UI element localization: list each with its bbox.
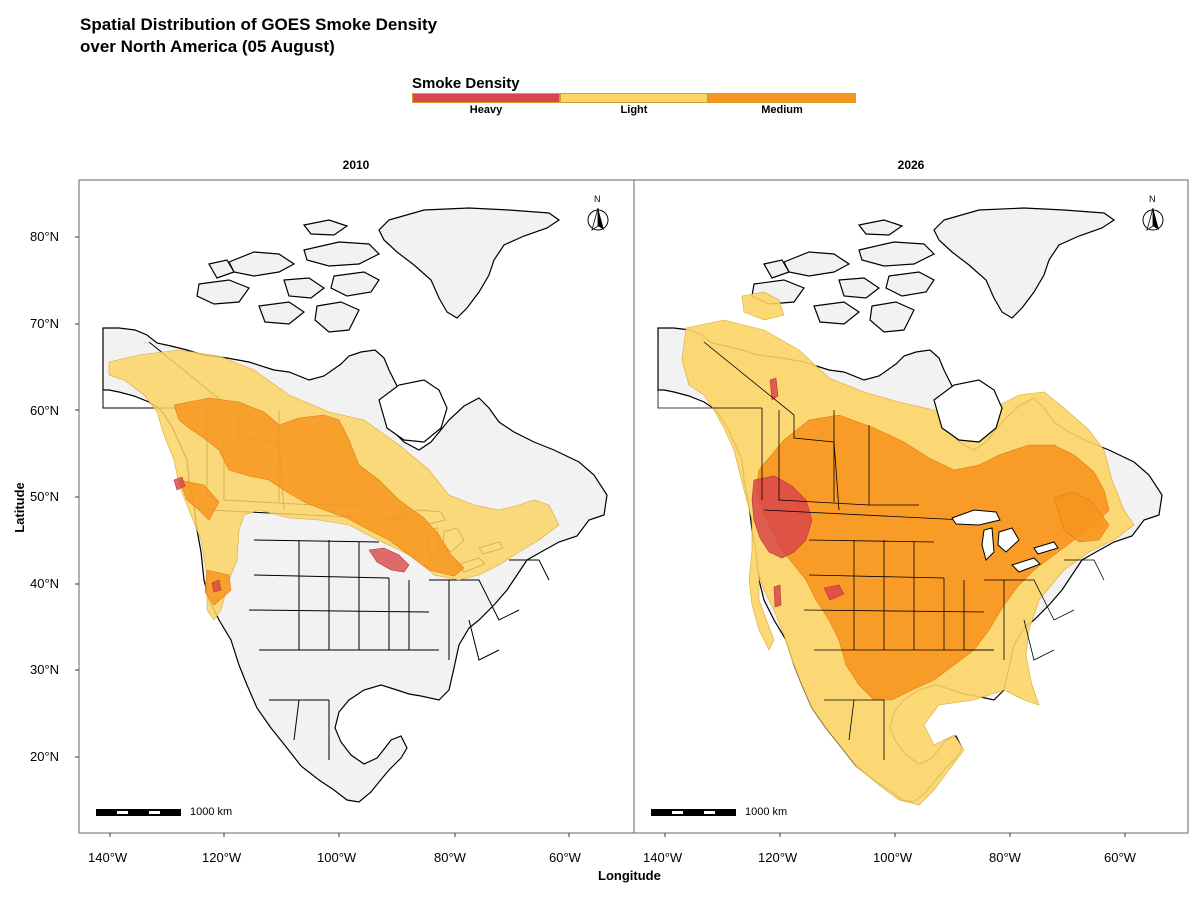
panel-title-2026: 2026 bbox=[897, 158, 925, 172]
legend-title: Smoke Density bbox=[412, 75, 520, 92]
title-line-1: Spatial Distribution of GOES Smoke Densi… bbox=[80, 15, 438, 34]
great-lakes-2010 bbox=[396, 509, 504, 573]
legend-key-heavy bbox=[412, 93, 560, 103]
admin-borders-2026 bbox=[657, 328, 1105, 760]
smoke-medium-2026 bbox=[755, 414, 1110, 701]
panel-2010-frame bbox=[78, 179, 635, 834]
title-line-2: over North America (05 August) bbox=[80, 37, 335, 56]
legend-label-medium: Medium bbox=[761, 104, 803, 116]
x-tick-60w-left: 60°W bbox=[549, 850, 581, 865]
smoke-medium-2010 bbox=[173, 397, 465, 606]
x-tick-140w-left: 140°W bbox=[88, 850, 128, 865]
land-2026 bbox=[657, 207, 1163, 803]
x-tick-120w-left: 120°W bbox=[202, 850, 242, 865]
y-tick-40n: 40°N bbox=[30, 576, 60, 591]
panel-2026-frame bbox=[633, 179, 1189, 834]
legend-key-medium bbox=[708, 93, 856, 103]
scale-label-2026: 1000 km bbox=[745, 806, 788, 818]
x-tick-100w-right: 100°W bbox=[873, 850, 913, 865]
x-axis-title: Longitude bbox=[598, 868, 661, 883]
legend-label-light: Light bbox=[620, 104, 648, 116]
x-tick-80w-left: 80°W bbox=[434, 850, 466, 865]
admin-borders-2010 bbox=[102, 328, 550, 760]
scale-bar-2026 bbox=[651, 809, 736, 816]
y-tick-30n: 30°N bbox=[30, 662, 60, 677]
legend: Smoke Density Heavy Light Medium bbox=[412, 76, 856, 116]
north-arrow-2010 bbox=[587, 207, 609, 231]
legend-key-light bbox=[560, 93, 708, 103]
north-arrow-2026 bbox=[1142, 207, 1164, 231]
north-label-2026: N bbox=[1149, 194, 1156, 204]
legend-labels: Heavy Light Medium bbox=[412, 103, 856, 116]
legend-bar bbox=[412, 93, 856, 103]
north-label-2010: N bbox=[594, 194, 601, 204]
x-tick-140w-right: 140°W bbox=[643, 850, 683, 865]
scale-bar-2010 bbox=[96, 809, 181, 816]
x-tick-80w-right: 80°W bbox=[989, 850, 1021, 865]
y-tick-80n: 80°N bbox=[30, 229, 60, 244]
x-tick-60w-right: 60°W bbox=[1104, 850, 1136, 865]
land-2010 bbox=[102, 207, 608, 803]
y-axis-title: Latitude bbox=[11, 482, 27, 533]
panel-title-2010: 2010 bbox=[342, 158, 370, 172]
y-tick-60n: 60°N bbox=[30, 403, 60, 418]
x-tick-100w-left: 100°W bbox=[317, 850, 357, 865]
hudson-bay-2010 bbox=[378, 379, 448, 443]
chart-title: Spatial Distribution of GOES Smoke Densi… bbox=[80, 14, 437, 58]
panel-2010 bbox=[78, 179, 635, 834]
x-tick-120w-right: 120°W bbox=[758, 850, 798, 865]
legend-label-heavy: Heavy bbox=[469, 104, 503, 116]
smoke-heavy-2026 bbox=[751, 377, 845, 608]
smoke-light-2026 bbox=[681, 291, 1135, 806]
smoke-heavy-2010 bbox=[173, 476, 410, 593]
hudson-bay-2026 bbox=[933, 379, 1003, 443]
y-tick-20n: 20°N bbox=[30, 749, 60, 764]
smoke-light-2010 bbox=[108, 349, 560, 621]
y-tick-70n: 70°N bbox=[30, 316, 60, 331]
scale-label-2010: 1000 km bbox=[190, 806, 233, 818]
panel-2026 bbox=[633, 179, 1189, 834]
y-tick-50n: 50°N bbox=[30, 489, 60, 504]
axis-ticks bbox=[75, 236, 1126, 837]
great-lakes-2026 bbox=[951, 509, 1059, 573]
